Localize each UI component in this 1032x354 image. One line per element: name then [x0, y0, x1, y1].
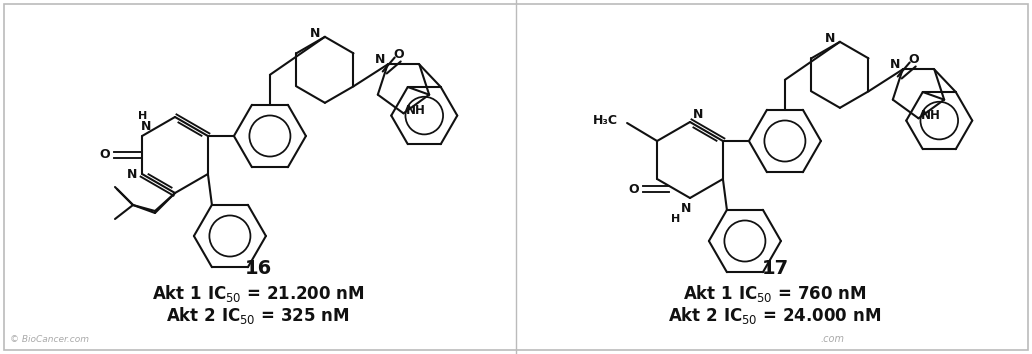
Text: H₃C: H₃C — [592, 114, 617, 126]
Text: © BioCancer.com: © BioCancer.com — [10, 335, 89, 344]
Text: NH: NH — [921, 109, 940, 122]
Text: N: N — [375, 53, 385, 66]
Text: NH: NH — [406, 104, 425, 117]
Text: N: N — [141, 120, 152, 133]
Text: N: N — [310, 27, 320, 40]
Text: O: O — [908, 53, 920, 66]
Text: Akt 1 IC$_{50}$ = 21.200 nM: Akt 1 IC$_{50}$ = 21.200 nM — [152, 282, 364, 303]
Text: Akt 2 IC$_{50}$ = 325 nM: Akt 2 IC$_{50}$ = 325 nM — [166, 304, 350, 325]
Text: 17: 17 — [762, 258, 788, 278]
Text: 16: 16 — [245, 258, 271, 278]
Text: N: N — [825, 32, 835, 45]
Text: Akt 2 IC$_{50}$ = 24.000 nM: Akt 2 IC$_{50}$ = 24.000 nM — [669, 304, 881, 325]
Text: Akt 1 IC$_{50}$ = 760 nM: Akt 1 IC$_{50}$ = 760 nM — [683, 282, 867, 303]
Text: H: H — [138, 111, 148, 121]
Text: O: O — [393, 48, 404, 61]
Text: N: N — [890, 58, 900, 71]
Text: N: N — [692, 108, 703, 120]
Text: N: N — [681, 201, 691, 215]
Text: H: H — [672, 214, 681, 224]
Text: O: O — [628, 183, 639, 196]
Text: .com: .com — [820, 334, 844, 344]
Text: O: O — [100, 148, 110, 161]
Text: N: N — [127, 167, 137, 181]
